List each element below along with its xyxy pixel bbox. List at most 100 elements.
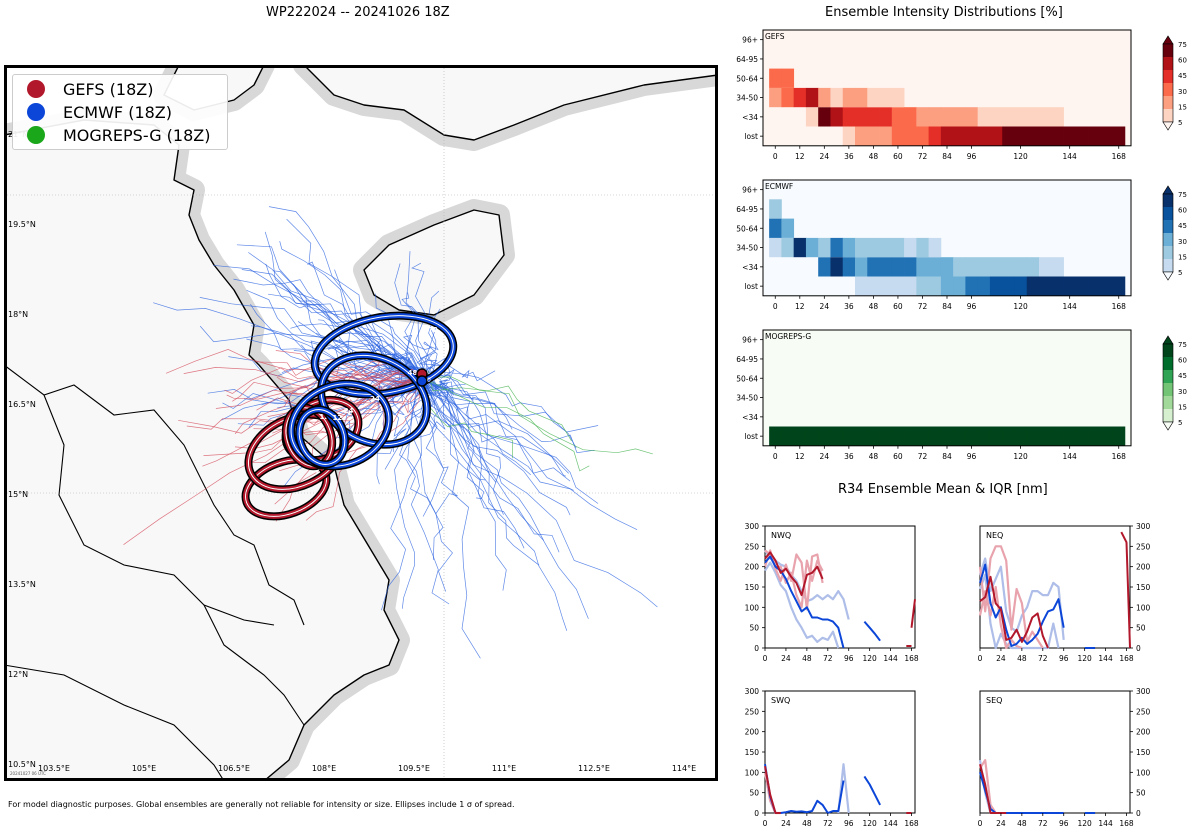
heatmap-cell [916,257,929,277]
heatmap-panel-label: MOGREPS-G [765,332,811,341]
lat-tick-label: 12°N [8,670,28,679]
heatmap-cell [1112,426,1126,446]
heatmap-cell [1014,126,1028,146]
heatmap-cell [1075,426,1089,446]
heatmap-x-label: 36 [844,452,854,461]
ellipse-hour-label: 24 [344,407,354,415]
heatmap-x-label: 48 [869,302,879,311]
ellipse-inner-line [314,315,454,395]
r34-panel-nwq: NWQ 300 250 200 150 100 50 00 24 48 72 96 120 144 168 [745,522,919,663]
r34-y-label: 50 [1136,789,1146,798]
heatmap-row-label: 96+ [742,186,758,195]
colorbar-segment [1163,83,1173,97]
heatmap-x-label: 24 [820,152,830,161]
r34-x-label: 72 [823,654,833,663]
heatmap-cell [867,276,880,296]
r34-x-label: 120 [1077,819,1092,828]
colorbar-min-arrow [1162,271,1174,281]
ensemble-track-line [421,376,504,515]
heatmap-cell [989,276,1003,296]
ensemble-track-line [199,325,423,378]
r34-y-label: 100 [745,768,760,777]
r34-y-label: 250 [1136,542,1151,551]
r34-y-label: 150 [745,583,760,592]
lon-tick-label: 103.5°E [38,764,70,773]
heatmap-row-label: 50-64 [736,224,758,233]
heatmap-x-label: 0 [773,152,778,161]
heatmap-cell [1051,126,1064,146]
heatmap-x-label: 60 [893,302,903,311]
heatmap-cell [805,107,819,127]
r34-x-label: 168 [1119,819,1134,828]
ensemble-track-line [421,376,544,541]
r34-y-label: 100 [745,603,760,612]
ensemble-track-line [407,376,450,605]
heatmap-cell [928,276,942,296]
r34-y-label: 300 [745,522,760,531]
colorbar-tick-label: 45 [1178,222,1187,230]
heatmap-cell [781,426,795,446]
heatmap-cell [830,237,844,258]
ensemble-track-line [421,376,569,474]
lat-tick-label: 16.5°N [8,400,36,409]
heatmap-cell [916,107,929,127]
heatmap-cell [904,126,917,146]
colorbar-min-arrow [1162,121,1174,131]
r34-panel-label: SEQ [986,696,1002,705]
ensemble-track-line [421,376,568,631]
heatmap-cell [793,237,807,258]
heatmap-cell [842,426,856,446]
heatmap-x-label: 168 [1112,302,1127,311]
colorbar-min-arrow [1162,421,1174,431]
heatmap-cell [891,257,905,277]
colorbar-segment [1163,357,1173,371]
heatmap-x-label: 84 [942,452,952,461]
heatmap-cell [1014,426,1028,446]
heatmap-row-label: 50-64 [736,74,758,83]
heatmap-cell [1002,426,1015,446]
heatmap-cell [879,87,893,108]
lat-tick-label: 18°N [8,310,28,319]
ensemble-track-line [421,376,590,472]
heatmap-row-label: 64-95 [736,205,758,214]
heatmap-cell [928,126,942,146]
heatmap-x-label: 96 [967,452,977,461]
colorbar-segment [1163,259,1173,273]
ellipse-hour-label: 72 [428,326,438,334]
heatmap-x-label: 96 [967,302,977,311]
ellipse-inner-line [298,409,346,465]
colorbar-tick-label: 30 [1178,238,1187,246]
heatmap-cell [855,237,868,258]
heatmap-cell [1002,107,1015,127]
r34-y-label: 50 [749,624,759,633]
map-legend: GEFS (18Z) ECMWF (18Z) MOGREPS-G (18Z) [12,74,228,150]
colorbar-segment [1163,109,1173,123]
r34-y-label: 150 [1136,583,1151,592]
heatmap-row-label: 50-64 [736,374,758,383]
ensemble-track-line [421,376,574,491]
r34-title: R34 Ensemble Mean & IQR [nm] [838,482,1048,497]
colorbar-segment [1163,396,1173,410]
colorbar-tick-label: 15 [1178,403,1187,411]
legend-item-ecmwf: ECMWF (18Z) [27,101,172,123]
heatmap-cell [965,257,979,277]
r34-mean-line [863,775,881,806]
lon-tick-label: 106.5°E [218,764,250,773]
heatmap-cell [1088,126,1101,146]
heatmap-cell [1014,276,1028,296]
heatmap-cell [781,237,795,258]
heatmap-cell [781,218,795,238]
r34-x-label: 144 [1098,654,1113,663]
heatmap-cell [1063,276,1077,296]
heatmap-cell [1002,257,1015,277]
heatmap-cell [867,87,880,108]
heatmap-cell [977,276,991,296]
heatmap-cell [916,426,929,446]
heatmap-x-label: 144 [1063,302,1078,311]
heatmap-cell [818,257,831,277]
heatmap-cell [1039,276,1052,296]
r34-x-label: 168 [904,654,919,663]
heatmap-x-label: 72 [918,152,928,161]
heatmap-cell [891,126,905,146]
